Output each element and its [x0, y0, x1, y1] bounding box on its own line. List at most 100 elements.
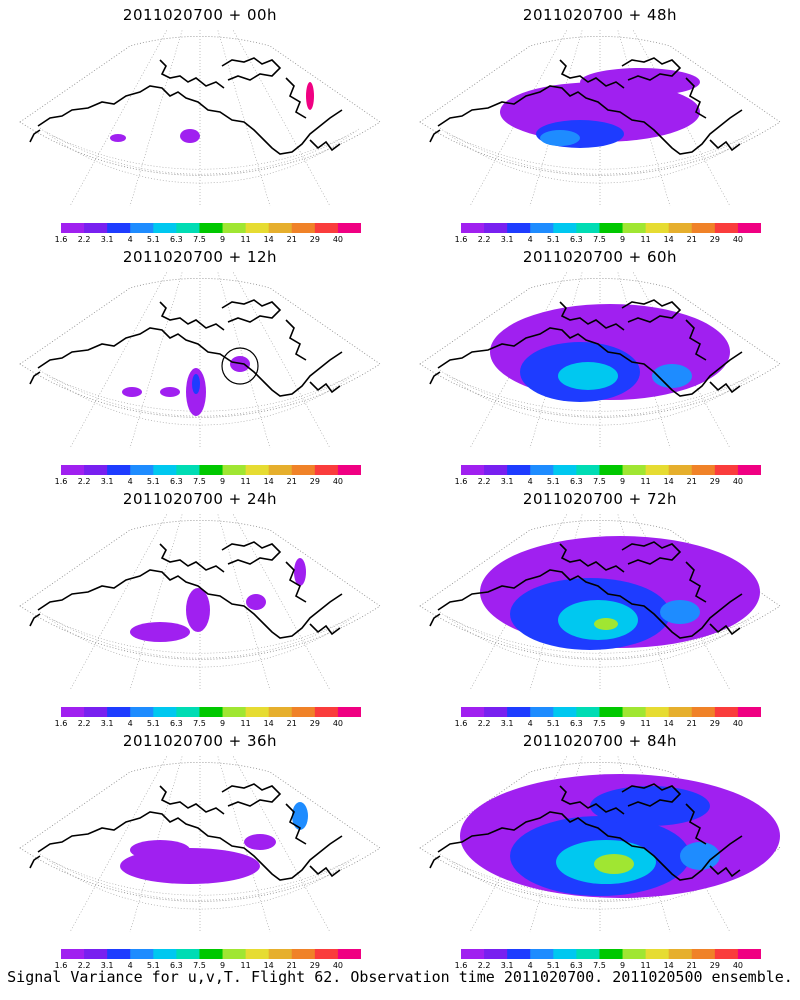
colorbar-swatch: [530, 465, 554, 475]
colorbar-tick-label: 4: [127, 235, 133, 244]
coastline: [709, 381, 741, 394]
colorbar-tick-label: 9: [619, 961, 626, 970]
colorbar-tick-label: 3.1: [500, 719, 514, 728]
colorbar-tick-label: 7.5: [193, 961, 206, 970]
colorbar-tick-label: 29: [309, 235, 320, 244]
variance-map: [419, 756, 781, 933]
variance-region: [680, 842, 720, 870]
colorbar-tick-label: 4: [127, 719, 133, 728]
variance-map: [419, 514, 781, 691]
variance-region: [192, 374, 200, 394]
colorbar-swatch: [553, 707, 577, 717]
colorbar-swatch: [291, 707, 316, 717]
colorbar-swatch: [176, 707, 200, 717]
graticule-line: [39, 611, 361, 668]
colorbar-swatch: [691, 949, 716, 959]
colorbar-swatch: [199, 465, 224, 475]
colorbar-tick-label: 1.6: [54, 235, 68, 244]
colorbar-swatch: [530, 707, 554, 717]
colorbar-tick-label: 6.3: [170, 477, 183, 486]
coastline: [621, 299, 682, 323]
colorbar-swatch: [668, 465, 693, 475]
coastline: [309, 623, 341, 636]
colorbar-tick-label: 9: [619, 719, 626, 728]
colorbar-tick-label: 1.6: [54, 719, 68, 728]
colorbar-tick-label: 9: [219, 235, 226, 244]
colorbar-swatch: [61, 223, 85, 233]
colorbar-tick-label: 14: [663, 235, 674, 244]
colorbar-swatch: [222, 465, 247, 475]
colorbar-tick-label: 29: [709, 961, 720, 970]
coastline: [429, 613, 441, 627]
colorbar-tick-label: 7.5: [193, 719, 206, 728]
coastline: [685, 77, 707, 119]
colorbar-tick-label: 9: [619, 235, 626, 244]
colorbar-swatch: [84, 949, 108, 959]
colorbar-tick-label: 4: [527, 719, 533, 728]
colorbar: [461, 949, 761, 959]
colorbar-swatch: [84, 465, 108, 475]
colorbar-tick-label: 11: [240, 477, 251, 486]
colorbar-swatch: [314, 223, 339, 233]
colorbar-swatch: [337, 949, 361, 959]
colorbar-swatch: [622, 707, 647, 717]
variance-region: [160, 387, 180, 397]
colorbar-tick-label: 29: [309, 961, 320, 970]
colorbar-tick-label: 4: [527, 961, 533, 970]
colorbar-swatch: [737, 949, 761, 959]
map-panel: 2011020700 + 36h 1.6 2.2 3.1 4 5.1 6.3 7.5 9 11 14…: [0, 726, 400, 970]
colorbar-tick-label: 6.3: [170, 719, 183, 728]
colorbar-swatch: [645, 465, 670, 475]
colorbar-swatch: [314, 707, 339, 717]
graticule-line: [129, 514, 183, 691]
colorbar-tick-label: 1.6: [454, 961, 468, 970]
colorbar-tick-label: 9: [219, 719, 226, 728]
colorbar-tick-label: 6.3: [570, 477, 583, 486]
panel-title: 2011020700 + 24h: [122, 490, 278, 508]
colorbar-tick-label: 40: [732, 235, 744, 244]
colorbar-swatch: [530, 949, 554, 959]
coastline: [709, 623, 741, 636]
colorbar-swatch: [245, 949, 270, 959]
map-boundary: [19, 520, 381, 660]
graticule-line: [39, 853, 361, 910]
colorbar-swatch: [645, 223, 670, 233]
colorbar-swatch: [461, 707, 485, 717]
colorbar-swatch: [245, 465, 270, 475]
variance-region: [652, 364, 692, 388]
colorbar-tick-label: 2.2: [477, 719, 491, 728]
colorbar-tick-label: 1.6: [54, 477, 68, 486]
colorbar-tick-label: 11: [240, 961, 251, 970]
colorbar-swatch: [714, 465, 739, 475]
colorbar-tick-label: 11: [240, 235, 251, 244]
colorbar-tick-label: 29: [709, 477, 720, 486]
colorbar-swatch: [245, 223, 270, 233]
colorbar-swatch: [268, 223, 293, 233]
colorbar-tick-label: 1.6: [454, 719, 468, 728]
colorbar-tick-label: 5.1: [146, 961, 160, 970]
panel-title: 2011020700 + 12h: [122, 248, 278, 266]
coastline: [429, 855, 441, 869]
colorbar-swatch: [268, 949, 293, 959]
colorbar-swatch: [507, 465, 531, 475]
variance-map: [419, 30, 781, 207]
colorbar-swatch: [714, 707, 739, 717]
colorbar-swatch: [337, 465, 361, 475]
colorbar-tick-label: 11: [240, 719, 251, 728]
map-panel: 2011020700 + 84h 1.6 2.2 3.1 4 5.1 6.3 7.5 9 11 14…: [400, 726, 800, 970]
coastline: [621, 541, 682, 565]
graticule-line: [232, 30, 331, 207]
coastline: [437, 569, 743, 639]
graticule-line: [217, 756, 271, 933]
graticule-line: [129, 272, 183, 449]
colorbar-tick-label: 11: [640, 235, 651, 244]
coastline: [221, 783, 282, 807]
colorbar-tick-label: 14: [263, 961, 274, 970]
colorbar-tick-label: 3.1: [100, 961, 114, 970]
coastline: [437, 811, 743, 881]
colorbar-tick-label: 2.2: [77, 719, 91, 728]
colorbar-swatch: [107, 949, 131, 959]
colorbar-tick-label: 11: [640, 961, 651, 970]
coastline: [559, 59, 625, 89]
colorbar-tick-label: 40: [332, 961, 344, 970]
